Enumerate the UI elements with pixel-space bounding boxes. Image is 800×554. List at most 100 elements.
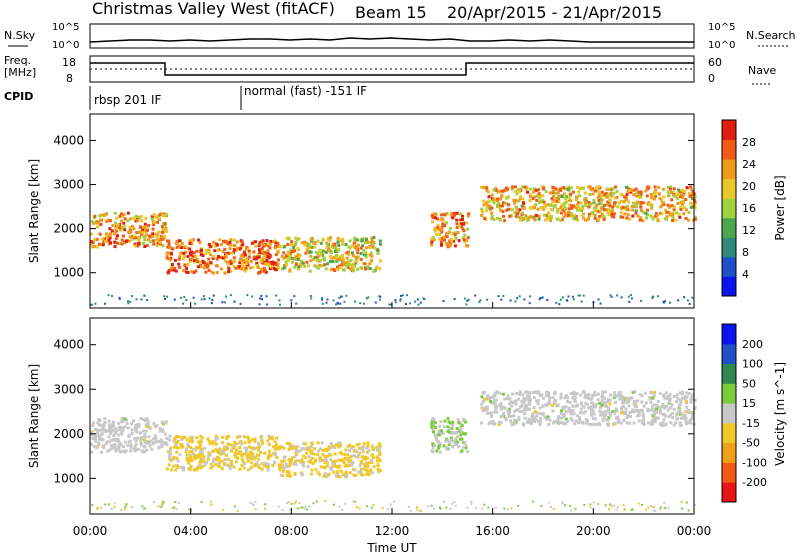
scatter-cell [148, 444, 152, 448]
scatter-cell [174, 444, 178, 447]
scatter-cell [194, 269, 198, 273]
scatter-cell [645, 216, 648, 220]
scatter-cell [555, 301, 558, 304]
scatter-cell [166, 295, 169, 298]
scatter-cell [370, 259, 374, 262]
scatter-cell [250, 465, 254, 469]
scatter-cell [366, 265, 370, 269]
colorbar-tick-label: -50 [742, 437, 760, 450]
scatter-cell [566, 399, 570, 403]
scatter-cell [639, 190, 643, 194]
scatter-cell [356, 251, 360, 255]
scatter-cell [120, 227, 124, 231]
scatter-cell [305, 260, 309, 264]
scatter-cell [493, 399, 497, 403]
colorbar-tick-label: 28 [742, 136, 756, 149]
scatter-cell [686, 299, 689, 302]
scatter-cell [671, 213, 674, 217]
scatter-cell [590, 413, 594, 417]
scatter-cell [358, 464, 362, 468]
scatter-cell [675, 193, 679, 196]
scatter-cell [635, 194, 639, 198]
scatter-cell [465, 221, 469, 225]
scatter-cell [665, 215, 669, 219]
scatter-cell [259, 240, 263, 244]
scatter-cell [136, 425, 140, 429]
scatter-cell [689, 194, 693, 198]
scatter-cell [498, 420, 501, 424]
scatter-cell [296, 507, 299, 510]
scatter-cell [336, 240, 340, 244]
scatter-cell [649, 408, 653, 412]
scatter-cell [126, 443, 130, 447]
scatter-cell [337, 302, 340, 305]
scatter-cell [155, 234, 159, 238]
scatter-cell [606, 187, 610, 191]
scatter-cell [335, 257, 339, 261]
scatter-cell [249, 455, 252, 459]
scatter-cell [677, 188, 680, 192]
scatter-cell [316, 453, 320, 457]
scatter-cell [143, 294, 146, 297]
scatter-cell [233, 440, 237, 444]
scatter-cell [494, 407, 498, 411]
scatter-cell [601, 412, 605, 415]
scatter-cell [508, 214, 512, 218]
scatter-cell [501, 201, 505, 205]
scatter-cell [545, 417, 548, 421]
scatter-cell [355, 238, 359, 242]
scatter-cell [257, 441, 260, 445]
scatter-cell [145, 448, 149, 452]
scatter-cell [661, 201, 665, 205]
scatter-cell [518, 208, 522, 212]
scatter-cell [195, 468, 199, 472]
scatter-cell [225, 295, 227, 298]
scatter-cell [665, 404, 669, 408]
scatter-cell [680, 202, 684, 206]
freq-label-1: Freq. [4, 54, 31, 67]
scatter-cell [223, 301, 226, 304]
scatter-cell [338, 451, 342, 455]
scatter-cell [121, 426, 125, 430]
scatter-cell [594, 417, 597, 421]
scatter-cell [449, 436, 453, 440]
scatter-cell [103, 237, 106, 241]
scatter-cell [486, 394, 490, 398]
scatter-cell [340, 263, 344, 267]
scatter-cell [632, 201, 636, 205]
scatter-cell [434, 212, 438, 216]
scatter-cell [211, 442, 215, 446]
scatter-cell [443, 224, 447, 227]
scatter-cell [626, 190, 630, 194]
scatter-cell [414, 300, 417, 303]
scatter-cell [167, 242, 171, 246]
scatter-cell [262, 254, 266, 258]
scatter-cell [294, 255, 298, 259]
scatter-cell [375, 455, 379, 459]
scatter-cell [659, 205, 663, 209]
scatter-cell [662, 423, 666, 427]
scatter-cell [612, 201, 616, 205]
scatter-cell [442, 236, 446, 239]
scatter-cell [185, 438, 189, 442]
scatter-cell [113, 245, 117, 249]
scatter-cell [294, 500, 297, 503]
scatter-cell [189, 453, 192, 457]
scatter-cell [332, 246, 336, 250]
scatter-cell [288, 501, 290, 504]
scatter-cell [517, 215, 521, 219]
scatter-cell [252, 446, 256, 450]
scatter-cell [159, 427, 162, 431]
colorbar-segment [722, 383, 736, 404]
scatter-cell [363, 468, 367, 472]
scatter-cell [174, 464, 178, 467]
scatter-cell [316, 441, 320, 445]
scatter-cell [233, 444, 237, 448]
scatter-cell [126, 211, 130, 215]
scatter-cell [464, 420, 468, 424]
scatter-cell [379, 242, 382, 246]
scatter-cell [669, 187, 673, 191]
scatter-cell [165, 436, 169, 440]
scatter-cell [527, 400, 531, 404]
